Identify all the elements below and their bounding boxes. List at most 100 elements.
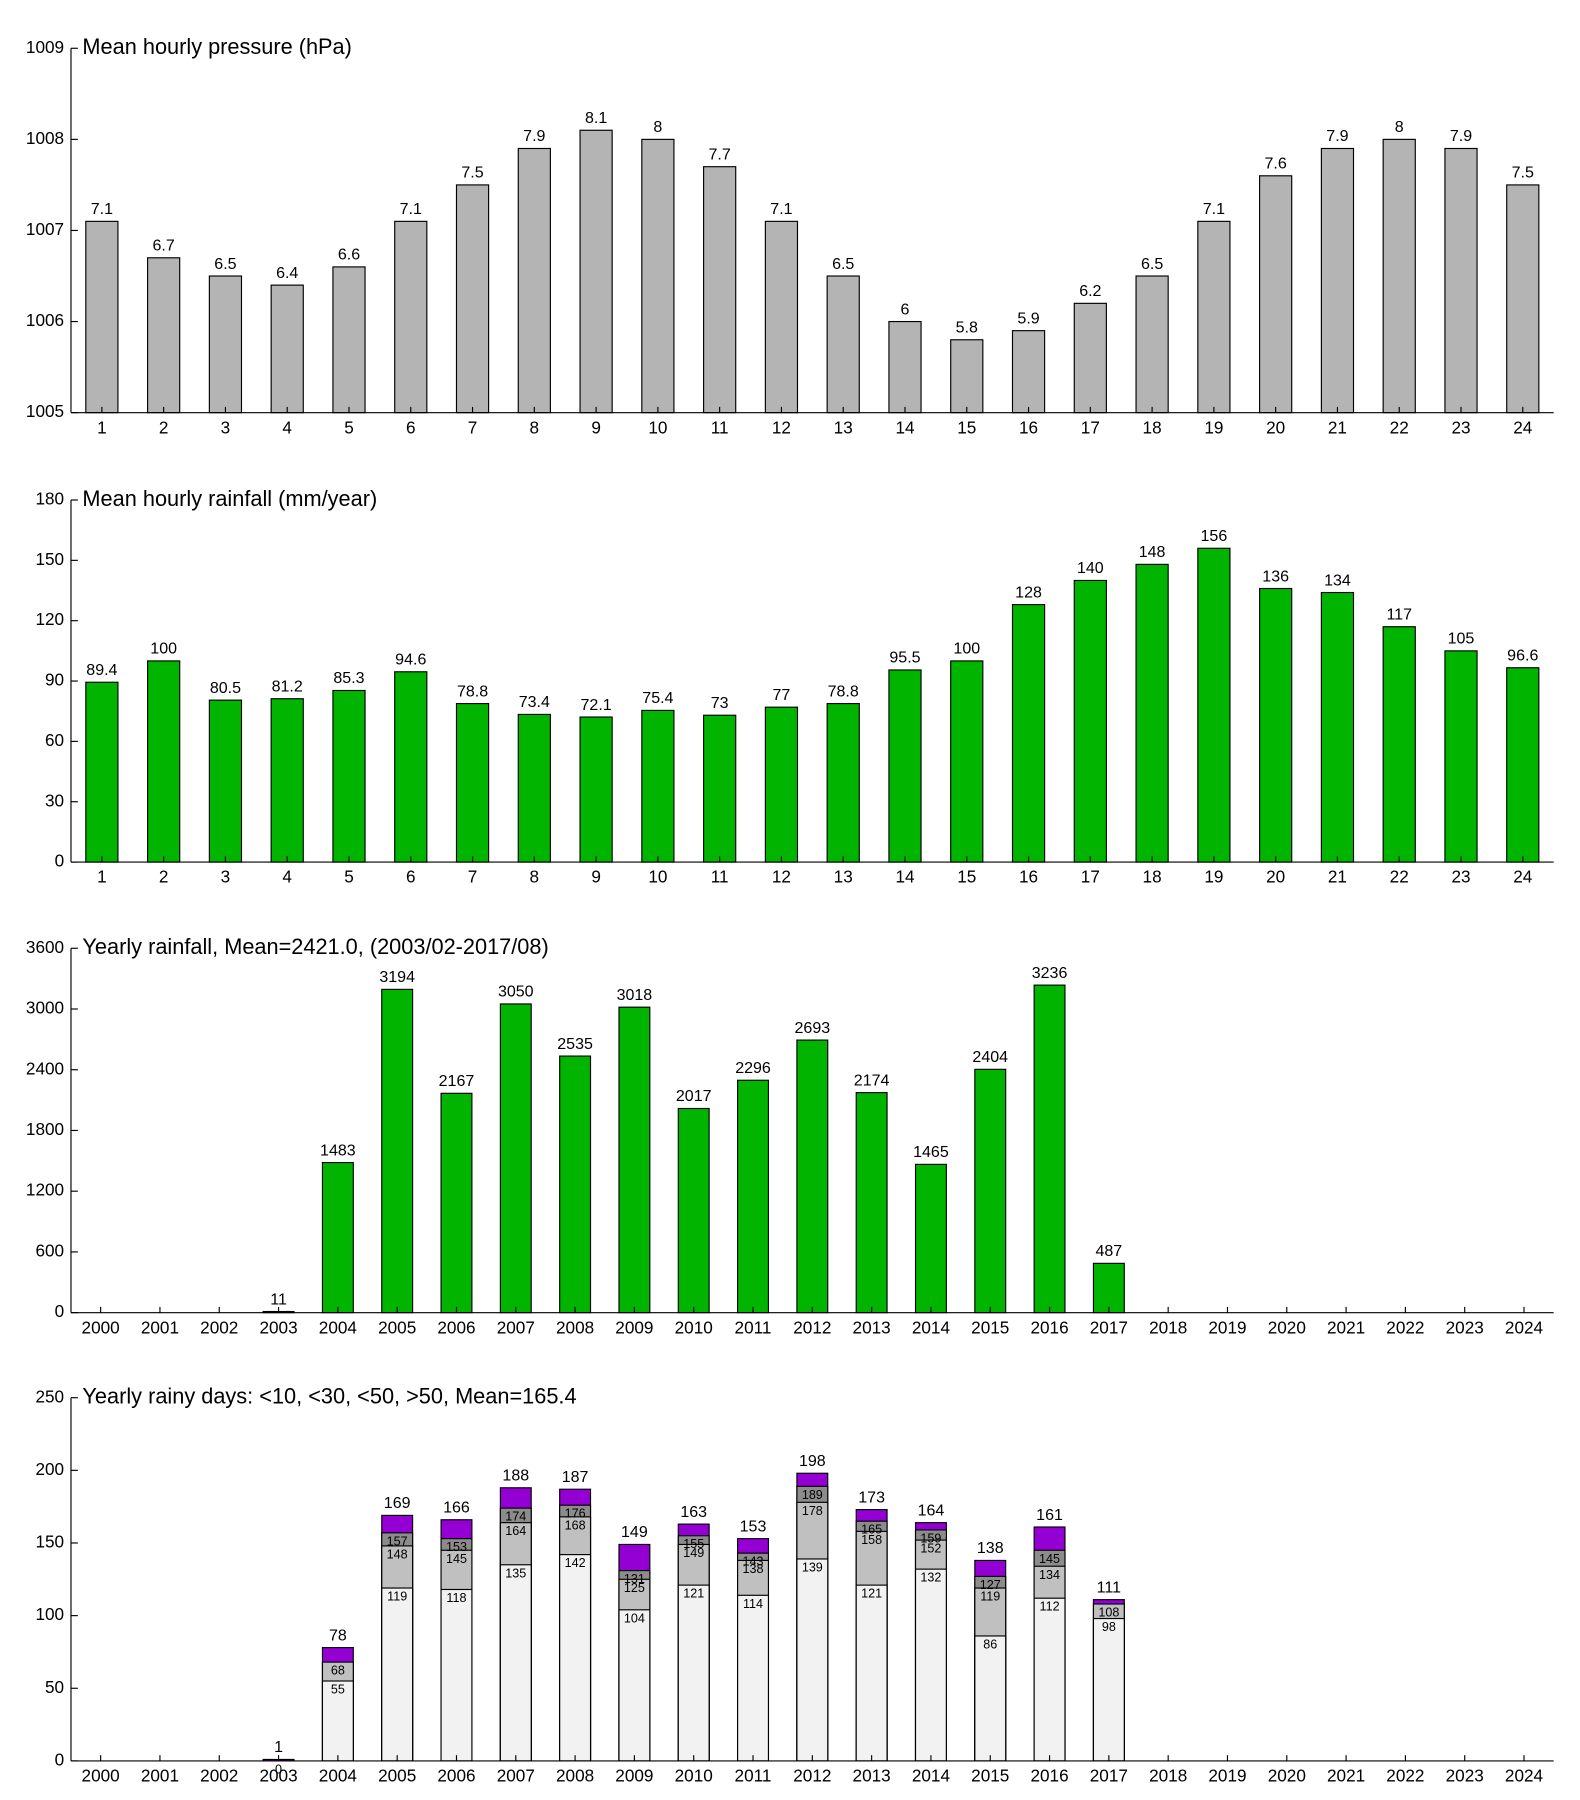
bar [974, 1068, 1007, 1314]
x-tick-label: 7 [468, 417, 478, 437]
y-tick-label: 100 [35, 1604, 64, 1624]
x-tick-label: 2016 [1030, 1317, 1068, 1337]
chart-title: Mean hourly rainfall (mm/year) [82, 486, 377, 511]
y-tick-label: 1200 [26, 1180, 64, 1200]
x-tick-label: 19 [1204, 417, 1223, 437]
data-label: 80.5 [210, 679, 241, 697]
data-label: 5.8 [956, 319, 978, 337]
data-label: 131 [624, 1572, 645, 1586]
y-tick-label: 120 [35, 609, 64, 629]
data-label: 187 [562, 1468, 589, 1486]
x-tick-label: 2011 [735, 1317, 772, 1337]
x-tick-label: 2003 [259, 1766, 297, 1786]
data-label: 176 [565, 1507, 586, 1521]
bar [677, 1584, 710, 1762]
bar [579, 716, 613, 863]
bar [1259, 587, 1293, 863]
data-label: 7.9 [1450, 127, 1472, 145]
data-label: 2535 [557, 1035, 593, 1053]
x-tick-label: 12 [772, 417, 791, 437]
x-tick-label: 13 [834, 417, 853, 437]
bar [855, 1092, 888, 1314]
data-label: 7.1 [1203, 200, 1225, 218]
x-tick-label: 23 [1451, 867, 1470, 887]
x-tick-label: 2 [159, 417, 169, 437]
y-tick-label: 90 [45, 670, 64, 690]
data-label: 108 [1098, 1606, 1119, 1620]
chart-title: Mean hourly pressure (hPa) [82, 34, 351, 59]
data-label: 138 [743, 1562, 764, 1576]
bar [381, 1587, 414, 1762]
bar [1197, 220, 1231, 414]
data-label: 139 [802, 1560, 823, 1574]
x-tick-label: 2023 [1446, 1317, 1484, 1337]
data-label: 163 [680, 1503, 707, 1521]
y-tick-label: 60 [45, 730, 64, 750]
x-tick-label: 2004 [319, 1766, 358, 1786]
data-label: 173 [858, 1488, 885, 1506]
data-label: 140 [1077, 559, 1104, 577]
x-tick-label: 2024 [1505, 1317, 1544, 1337]
data-label: 114 [743, 1597, 763, 1611]
data-label: 68 [331, 1664, 345, 1678]
data-label: 2174 [854, 1071, 890, 1089]
data-label: 178 [802, 1504, 823, 1518]
data-label: 78.8 [457, 682, 488, 700]
data-label: 1465 [913, 1143, 949, 1161]
data-label: 7.9 [1326, 127, 1348, 145]
x-tick-label: 2023 [1446, 1766, 1484, 1786]
bar [270, 698, 304, 863]
data-label: 148 [1139, 543, 1166, 561]
data-label: 7.9 [523, 127, 545, 145]
data-label: 119 [387, 1590, 407, 1604]
data-label: 77 [773, 686, 791, 704]
y-tick-label: 150 [35, 549, 64, 569]
data-label: 2404 [972, 1048, 1008, 1066]
data-label: 86 [983, 1637, 997, 1651]
x-tick-label: 2009 [615, 1317, 653, 1337]
data-label: 72.1 [581, 696, 612, 714]
x-tick-label: 2016 [1030, 1766, 1068, 1786]
x-tick-label: 15 [957, 867, 976, 887]
data-label: 149 [621, 1523, 648, 1541]
bar [1011, 604, 1046, 863]
x-tick-label: 2018 [1149, 1766, 1187, 1786]
x-tick-label: 2022 [1386, 1317, 1424, 1337]
bar [440, 1588, 473, 1762]
data-label: 153 [446, 1540, 467, 1554]
data-label: 3018 [617, 986, 653, 1004]
data-label: 7.6 [1265, 155, 1287, 173]
bar [208, 699, 243, 863]
y-tick-label: 0 [55, 1749, 65, 1769]
y-tick-label: 1005 [26, 401, 64, 421]
data-label: 7.7 [709, 145, 731, 163]
data-label: 7.1 [91, 200, 113, 218]
y-tick-label: 0 [55, 851, 65, 871]
x-tick-label: 2019 [1208, 1317, 1246, 1337]
bar [1506, 667, 1540, 863]
bar [455, 184, 490, 414]
data-label: 2167 [439, 1072, 475, 1090]
data-label: 174 [505, 1510, 526, 1524]
bar [1073, 302, 1107, 414]
data-label: 117 [1386, 605, 1412, 623]
data-label: 487 [1095, 1242, 1122, 1260]
y-tick-label: 3000 [26, 998, 64, 1018]
x-tick-label: 14 [895, 867, 915, 887]
bar [85, 220, 119, 414]
x-tick-label: 2018 [1149, 1317, 1187, 1337]
bar [1197, 547, 1231, 863]
data-label: 0 [275, 1762, 282, 1776]
bar [517, 147, 551, 414]
data-label: 6.5 [832, 255, 854, 273]
x-tick-label: 8 [530, 417, 540, 437]
data-label: 161 [1036, 1506, 1063, 1524]
x-tick-label: 2001 [141, 1766, 179, 1786]
x-tick-label: 18 [1143, 417, 1162, 437]
x-tick-label: 10 [648, 417, 667, 437]
x-tick-label: 7 [468, 867, 478, 887]
data-label: 6.6 [338, 246, 360, 264]
bar [147, 257, 181, 414]
bar [974, 1635, 1007, 1762]
x-tick-label: 2012 [793, 1766, 831, 1786]
